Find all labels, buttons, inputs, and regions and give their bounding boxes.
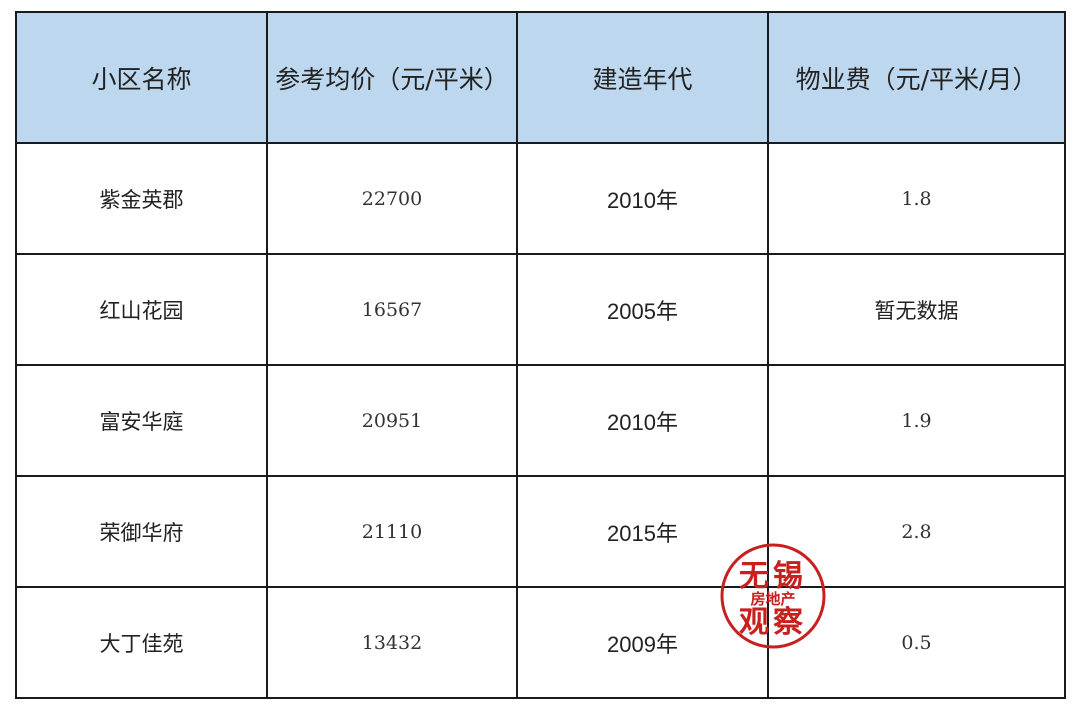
cell-price: 22700 [266,142,518,255]
cell-year: 2005年 [516,253,769,366]
cell-name: 富安华庭 [15,364,268,477]
table-row: 大丁佳苑 13432 2009年 0.5 [15,586,1066,699]
table-row: 红山花园 16567 2005年 暂无数据 [15,253,1066,366]
cell-name: 荣御华府 [15,475,268,588]
table-row: 荣御华府 21110 2015年 2.8 [15,475,1066,588]
cell-year: 2010年 [516,364,769,477]
cell-year: 2010年 [516,142,769,255]
cell-price: 16567 [266,253,518,366]
cell-price: 13432 [266,586,518,699]
cell-year: 2015年 [516,475,769,588]
housing-table: 小区名称 参考均价（元/平米） 建造年代 物业费（元/平米/月） 紫金英郡 227… [15,11,1066,699]
cell-fee: 0.5 [767,586,1066,699]
cell-name: 大丁佳苑 [15,586,268,699]
cell-fee: 暂无数据 [767,253,1066,366]
table-row: 富安华庭 20951 2010年 1.9 [15,364,1066,477]
cell-price: 20951 [266,364,518,477]
svg-text:房地产: 房地产 [750,590,795,608]
header-year: 建造年代 [516,11,769,144]
table-row: 紫金英郡 22700 2010年 1.8 [15,142,1066,255]
header-row: 小区名称 参考均价（元/平米） 建造年代 物业费（元/平米/月） [15,11,1066,144]
header-name: 小区名称 [15,11,268,144]
header-price: 参考均价（元/平米） [266,11,518,144]
header-fee: 物业费（元/平米/月） [767,11,1066,144]
svg-text:无锡: 无锡 [739,559,807,594]
cell-name: 红山花园 [15,253,268,366]
cell-name: 紫金英郡 [15,142,268,255]
watermark-stamp: 无锡 房地产 观察 [720,543,826,649]
cell-fee: 1.8 [767,142,1066,255]
svg-text:观察: 观察 [739,605,807,640]
cell-price: 21110 [266,475,518,588]
cell-year: 2009年 [516,586,769,699]
cell-fee: 1.9 [767,364,1066,477]
